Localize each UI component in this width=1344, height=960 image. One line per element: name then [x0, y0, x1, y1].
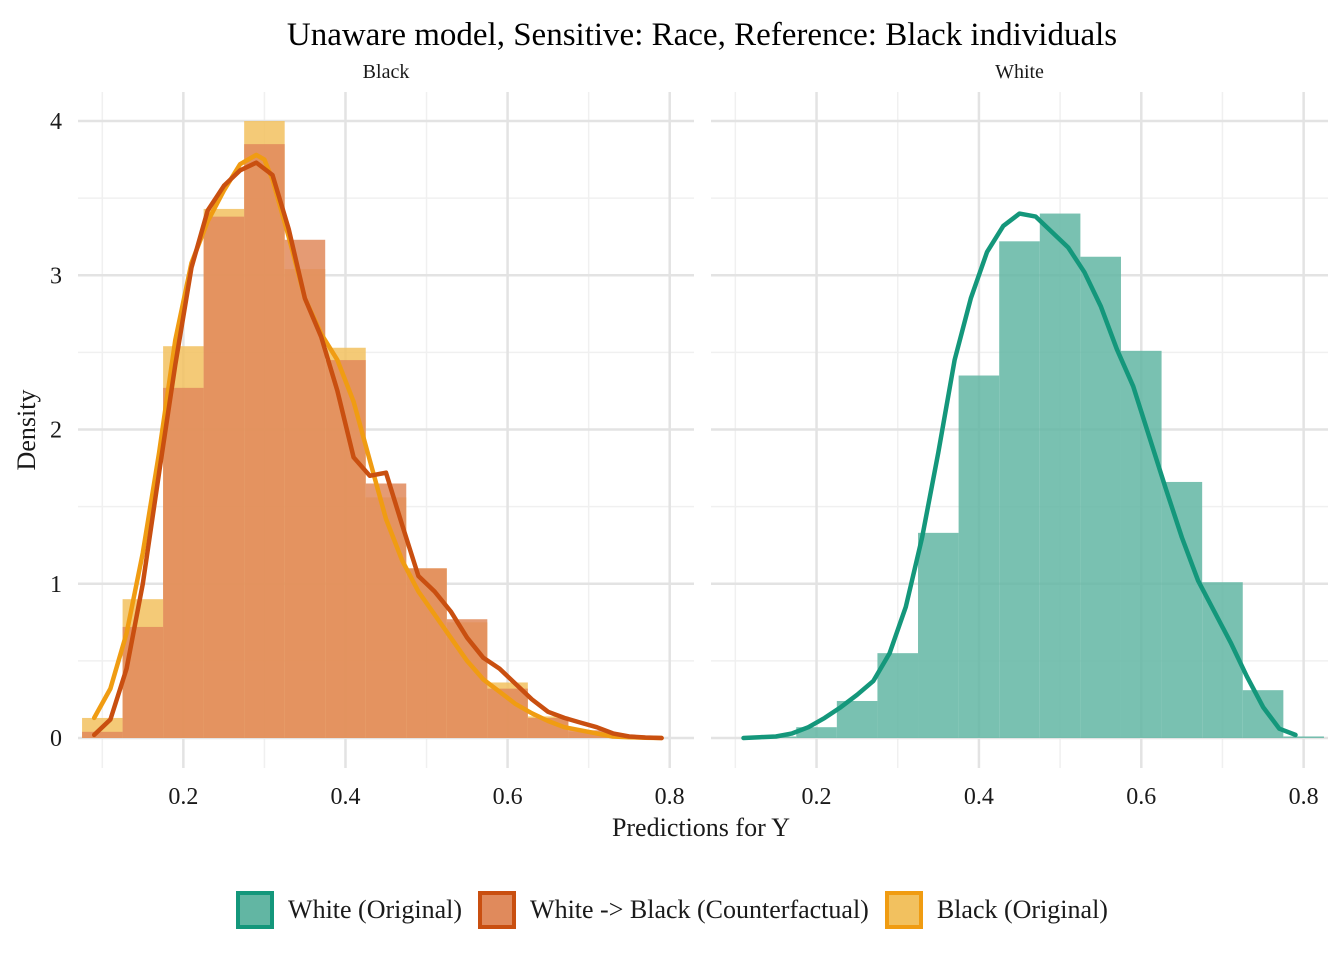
chart-title: Unaware model, Sensitive: Race, Referenc… — [287, 17, 1117, 53]
histogram-bar — [1242, 690, 1284, 738]
histogram-bar — [82, 731, 123, 738]
y-tick-label: 1 — [50, 572, 62, 598]
legend-label: Black (Original) — [936, 895, 1108, 924]
histogram-bar — [918, 532, 959, 738]
facet-strip-label: Black — [363, 61, 410, 83]
histogram-bar — [365, 483, 407, 738]
legend-label: White -> Black (Counterfactual) — [530, 895, 869, 924]
facet-strip-label: White — [995, 61, 1044, 83]
histogram-bar — [1161, 481, 1203, 738]
x-tick-label: 0.8 — [1289, 784, 1319, 810]
legend-key-white-to-black-counterfactual — [478, 891, 517, 929]
x-tick-label: 0.8 — [655, 784, 685, 810]
legend-item-white-original: White (Original) — [236, 891, 462, 929]
density-curve — [741, 211, 1298, 741]
legend-key-black-original — [884, 891, 923, 929]
facet-panel-black: Black 0.2 0.4 0.6 0.8 — [78, 61, 694, 810]
x-tick-label: 0.6 — [1126, 784, 1156, 810]
legend-item-black-original: Black (Original) — [884, 891, 1108, 929]
x-tick-label: 0.2 — [168, 784, 198, 810]
facet-panels: Black 0.2 0.4 0.6 0.8 White 0.2 0.4 0.6 0.8 0 1 2 3 4 — [50, 61, 1328, 810]
y-tick-label: 0 — [50, 726, 62, 752]
legend-key-white-original — [236, 891, 275, 929]
legend-item-white-to-black-counterfactual: White -> Black (Counterfactual) — [478, 891, 869, 929]
histogram-bar — [877, 653, 919, 738]
histogram-bar — [122, 626, 164, 738]
legend-label: White (Original) — [288, 895, 463, 924]
x-tick-label: 0.4 — [330, 784, 360, 810]
histogram-bar — [958, 375, 1000, 738]
histogram-bar — [999, 241, 1040, 738]
facet-panel-white: White 0.2 0.4 0.6 0.8 — [711, 61, 1328, 810]
y-axis-title: Density — [12, 390, 41, 471]
legend: White (Original) White -> Black (Counter… — [0, 880, 1344, 940]
histogram-bar — [284, 239, 326, 738]
x-tick-label: 0.6 — [493, 784, 523, 810]
y-tick-label: 2 — [50, 418, 62, 444]
histogram-bar — [796, 727, 837, 738]
histogram-bar — [163, 387, 204, 738]
x-tick-label: 0.2 — [802, 784, 832, 810]
y-tick-label: 4 — [50, 109, 62, 135]
y-tick-label: 3 — [50, 263, 62, 289]
histogram-bar — [1283, 736, 1324, 738]
histogram-bar — [244, 144, 285, 738]
histogram-bar — [1080, 256, 1121, 738]
x-axis-title: Predictions for Y — [612, 813, 790, 842]
x-tick-label: 0.4 — [964, 784, 994, 810]
density-curve — [91, 160, 664, 741]
histogram-bar — [1039, 213, 1081, 739]
histogram-bar — [203, 216, 245, 738]
histogram-bar — [1202, 582, 1243, 738]
histogram-bar — [406, 568, 447, 738]
